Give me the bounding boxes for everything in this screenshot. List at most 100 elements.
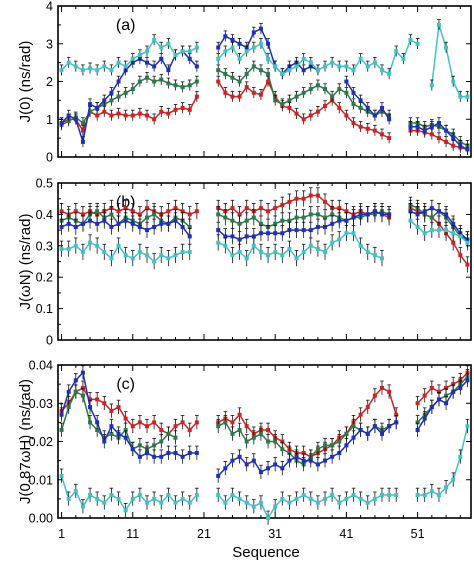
data-point <box>66 389 71 394</box>
data-point <box>166 450 171 455</box>
data-point <box>372 128 377 133</box>
data-point <box>294 454 299 459</box>
data-point <box>180 105 185 110</box>
data-point <box>152 64 157 69</box>
data-point <box>365 212 370 217</box>
data-point <box>130 256 135 261</box>
series-cyan <box>59 418 470 525</box>
data-point <box>180 209 185 214</box>
data-point <box>137 250 142 255</box>
data-point <box>344 443 349 448</box>
data-point <box>251 243 256 248</box>
data-point <box>422 493 427 498</box>
data-point <box>273 231 278 236</box>
data-point <box>216 240 221 245</box>
data-point <box>330 493 335 498</box>
data-point <box>59 428 64 433</box>
data-point <box>194 493 199 498</box>
data-point <box>330 240 335 245</box>
data-point <box>344 113 349 118</box>
data-point <box>145 60 150 65</box>
data-point <box>187 83 192 88</box>
data-point <box>436 397 441 402</box>
data-point <box>223 466 228 471</box>
data-point <box>152 212 157 217</box>
data-point <box>358 98 363 103</box>
data-point <box>223 243 228 248</box>
data-point <box>372 496 377 501</box>
data-point <box>358 496 363 501</box>
data-point <box>152 420 157 425</box>
data-point <box>109 98 114 103</box>
data-point <box>344 431 349 436</box>
data-point <box>109 68 114 73</box>
x-tick-label: 11 <box>126 527 139 541</box>
data-point <box>465 262 470 267</box>
data-point <box>365 500 370 505</box>
data-point <box>237 454 242 459</box>
data-point <box>187 56 192 61</box>
data-point <box>258 431 263 436</box>
data-point <box>379 105 384 110</box>
data-point <box>465 424 470 429</box>
data-point <box>59 121 64 126</box>
data-point <box>372 393 377 398</box>
data-point <box>266 79 271 84</box>
data-point <box>230 420 235 425</box>
panel-c: 0.00 0.01 0.02 0.03 0.04 J(0.87ωH) (ns/rad) (c… <box>17 359 472 526</box>
data-point <box>173 107 178 112</box>
data-point <box>315 109 320 114</box>
data-point <box>287 218 292 223</box>
data-point <box>95 221 100 226</box>
data-point <box>429 405 434 410</box>
data-point <box>266 466 271 471</box>
data-point <box>244 85 249 90</box>
data-point <box>372 113 377 118</box>
data-point <box>358 124 363 129</box>
data-point <box>273 250 278 255</box>
data-point <box>216 493 221 498</box>
data-point <box>73 389 78 394</box>
y-tick-label: 0.1 <box>36 302 53 316</box>
data-point <box>266 428 271 433</box>
data-point <box>80 370 85 375</box>
data-point <box>88 109 93 114</box>
data-point <box>166 221 171 226</box>
data-point <box>444 139 449 144</box>
data-point <box>116 111 121 116</box>
data-point <box>73 209 78 214</box>
data-point <box>123 90 128 95</box>
y-tick-label: 4 <box>46 0 53 14</box>
data-point <box>130 496 135 501</box>
data-point <box>166 493 171 498</box>
data-point <box>88 420 93 425</box>
data-point <box>266 439 271 444</box>
data-point <box>344 231 349 236</box>
xtick-labels: 1 11 21 31 41 51 <box>58 527 425 541</box>
data-point <box>266 253 271 258</box>
data-point <box>465 240 470 245</box>
data-point <box>315 68 320 73</box>
data-point <box>358 56 363 61</box>
panel-label: (a) <box>116 17 136 34</box>
x-tick-label: 51 <box>411 527 425 541</box>
data-point <box>180 496 185 501</box>
data-point <box>330 60 335 65</box>
data-point <box>301 56 306 61</box>
data-point <box>408 218 413 223</box>
data-point <box>180 420 185 425</box>
data-point <box>337 500 342 505</box>
data-point <box>137 420 142 425</box>
data-point <box>415 41 420 46</box>
y-tick-label: 3 <box>46 37 53 51</box>
data-point <box>230 75 235 80</box>
data-point <box>230 45 235 50</box>
data-point <box>237 237 242 242</box>
data-point <box>451 382 456 387</box>
data-point <box>337 439 342 444</box>
data-point <box>379 431 384 436</box>
data-point <box>109 212 114 217</box>
data-point <box>152 224 157 229</box>
data-point <box>458 454 463 459</box>
data-point <box>337 87 342 92</box>
